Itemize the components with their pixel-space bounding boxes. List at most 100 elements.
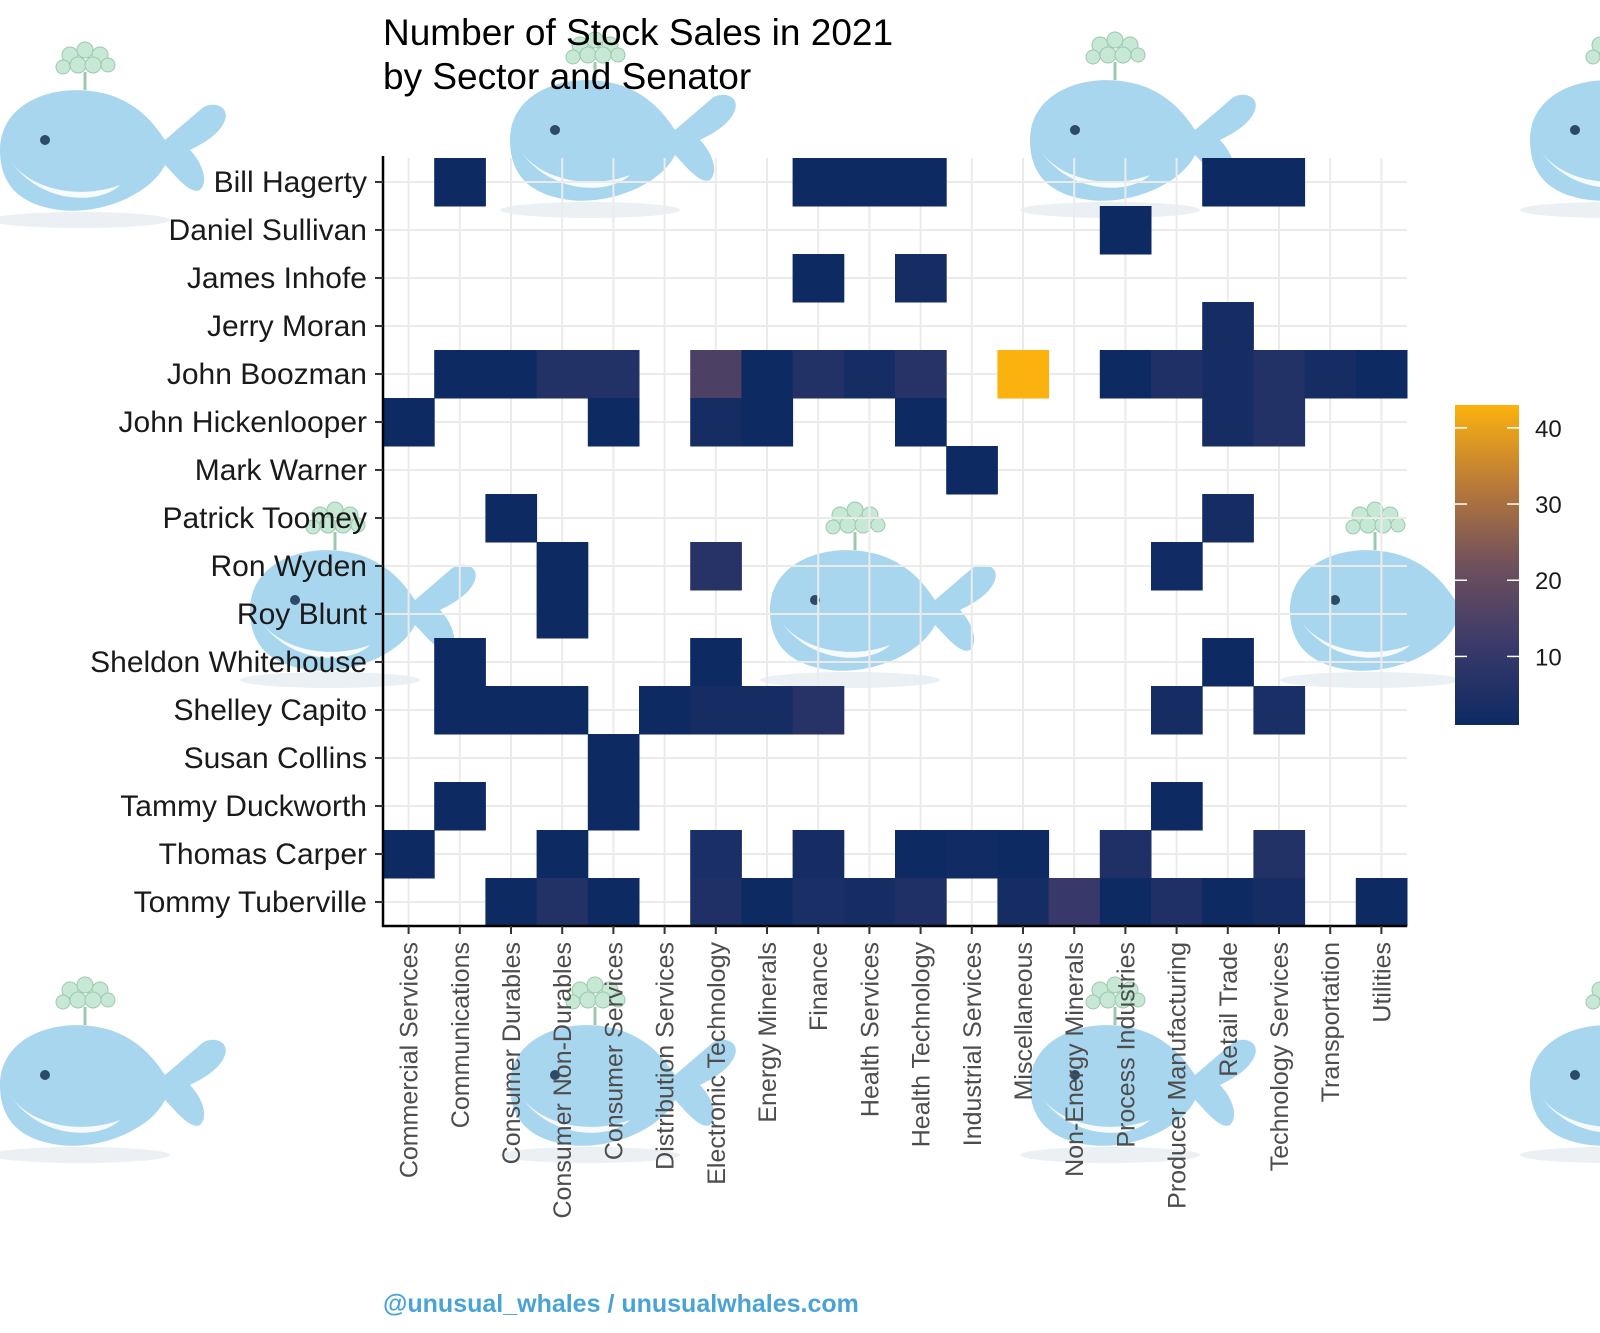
heatmap-cell [690,542,742,591]
heatmap-cell [690,878,742,927]
credit-text: @unusual_whales / unusualwhales.com [383,1290,859,1318]
heatmap-cell [587,782,640,831]
heatmap-cell [741,878,794,927]
heatmap-cell [536,590,589,639]
heatmap-cell [587,878,640,927]
heatmap-cell [997,830,1050,879]
y-tick-label: Bill Hagerty [214,166,367,199]
heatmap-cell [587,398,640,447]
whale-logo-icon [758,500,998,690]
heatmap-cell [485,686,538,735]
heatmap-cell [434,158,486,207]
heatmap-cell [1048,878,1101,927]
heatmap-cell [1202,638,1254,687]
heatmap-cell [946,830,998,879]
y-tick-label: Sheldon Whitehouse [90,646,367,679]
legend-tick-label: 30 [1535,492,1562,519]
y-tick-label: Tommy Tuberville [134,886,367,919]
heatmap-cell [536,830,589,879]
whale-logo-icon [1518,30,1600,220]
whale-logo-icon [0,975,228,1165]
heatmap-cell [1151,686,1203,735]
legend-colorbar [1455,405,1519,725]
legend-tick-label: 10 [1535,644,1562,671]
heatmap-cell [843,158,896,207]
y-tick-label: Patrick Toomey [162,502,367,535]
y-tick-label: James Inhofe [187,262,367,295]
x-tick-label: Energy Minerals [754,942,782,1123]
heatmap-cell [792,686,845,735]
heatmap-cell [1099,830,1152,879]
heatmap-cell [485,878,538,927]
heatmap-cell [895,830,947,879]
y-tick-label: Mark Warner [195,454,367,487]
heatmap-cell [690,350,742,399]
heatmap-cell [946,446,998,495]
heatmap-cell [536,878,589,927]
heatmap-cell [1202,158,1254,207]
heatmap-cell [1253,350,1306,399]
chart-subtitle: by Sector and Senator [383,56,751,97]
heatmap-cell [792,878,845,927]
heatmap-cell [741,686,794,735]
x-tick-label: Retail Trade [1215,942,1243,1077]
heatmap-cell [997,350,1050,399]
heatmap-cell [587,350,640,399]
x-tick-label: Utilities [1368,942,1396,1023]
y-tick-label: Daniel Sullivan [169,214,367,247]
x-tick-label: Consumer Non-Durables [549,942,577,1219]
y-tick-label: John Boozman [167,358,367,391]
heatmap-cell [434,782,486,831]
heatmap-cell [792,254,845,303]
whale-logo-icon [0,40,228,230]
heatmap-cell [690,830,742,879]
legend-tick-label: 20 [1535,568,1562,595]
heatmap-cell [997,878,1050,927]
heatmap-cell [1099,206,1152,255]
heatmap-cells [383,158,1408,927]
x-tick-label: Consumer Services [600,942,628,1160]
whale-logo-icon [1518,975,1600,1165]
heatmap-cell [1355,878,1408,927]
heatmap-cell [1151,542,1203,591]
y-tick-label: Ron Wyden [211,550,367,583]
x-tick-label: Commercial Services [396,942,424,1178]
heatmap-cell [1151,782,1203,831]
heatmap-cell [843,350,896,399]
heatmap-cell [792,350,845,399]
heatmap-cell [741,398,794,447]
axes [375,156,1407,934]
heatmap-cell [895,254,947,303]
heatmap-cell [792,158,845,207]
heatmap-cell [690,638,742,687]
heatmap-cell [1202,350,1254,399]
heatmap-cell [895,350,947,399]
heatmap-cell [434,686,486,735]
y-tick-label: John Hickenlooper [119,406,367,439]
heatmap-cell [1253,686,1306,735]
x-tick-label: Distribution Services [652,942,680,1170]
heatmap-cell [434,638,486,687]
x-tick-label: Consumer Durables [498,942,526,1164]
heatmap-cell [536,686,589,735]
heatmap-cell [741,350,794,399]
heatmap-cell [1151,878,1203,927]
y-tick-label: Shelley Capito [174,694,367,727]
x-tick-label: Transportation [1317,942,1345,1102]
x-tick-label: Communications [447,942,475,1128]
y-tick-label: Jerry Moran [207,310,367,343]
heatmap-cell [587,734,640,783]
heatmap-cell [1253,830,1306,879]
heatmap-cell [485,494,538,543]
heatmap-cell [792,830,845,879]
heatmap-cell [895,398,947,447]
heatmap-cell [536,350,589,399]
heatmap-cell [485,350,538,399]
y-tick-label: Thomas Carper [159,838,367,871]
heatmap-cell [690,398,742,447]
heatmap-cell [895,878,947,927]
x-tick-label: Health Services [856,942,884,1117]
heatmap-cell [434,350,486,399]
heatmap-cell [1202,494,1254,543]
heatmap-cell [1202,302,1254,351]
